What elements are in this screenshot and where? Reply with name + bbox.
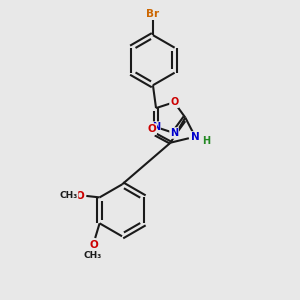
Text: O: O bbox=[170, 97, 178, 107]
Text: O: O bbox=[89, 239, 98, 250]
Text: H: H bbox=[202, 136, 210, 146]
Text: O: O bbox=[75, 191, 84, 201]
Text: Br: Br bbox=[146, 9, 160, 19]
Text: CH₃: CH₃ bbox=[59, 191, 78, 200]
Text: N: N bbox=[191, 132, 200, 142]
Text: N: N bbox=[152, 122, 160, 132]
Text: CH₃: CH₃ bbox=[83, 250, 101, 260]
Text: N: N bbox=[170, 128, 178, 138]
Text: O: O bbox=[147, 124, 156, 134]
